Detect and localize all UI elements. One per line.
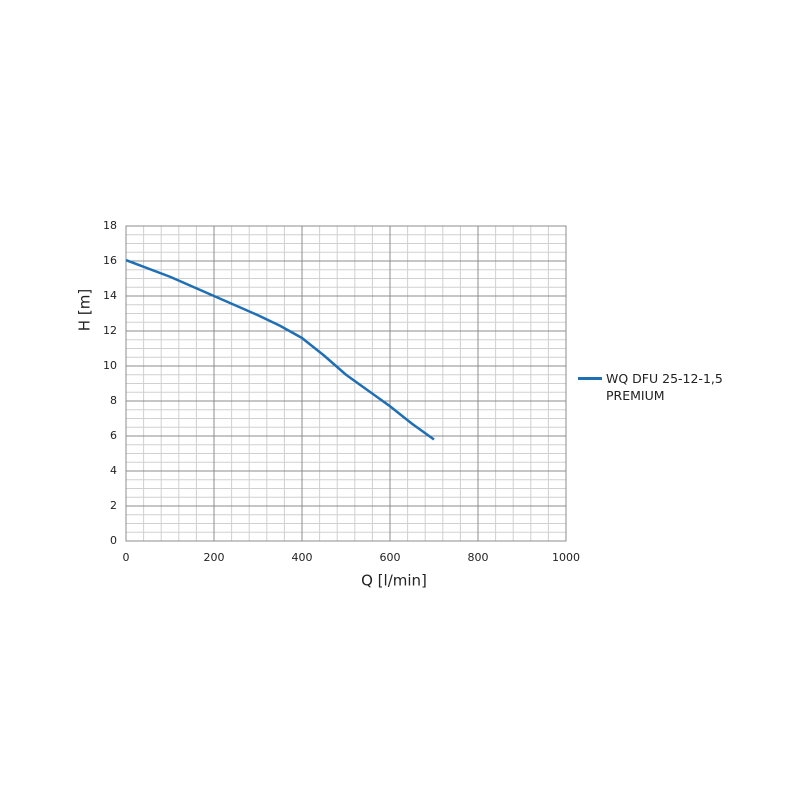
y-tick-label: 10 <box>103 359 117 372</box>
y-axis-title: H [m] <box>76 289 94 331</box>
legend-label: WQ DFU 25-12-1,5 PREMIUM <box>606 371 723 403</box>
x-tick-label: 1000 <box>552 551 580 564</box>
data-line <box>125 258 435 441</box>
x-tick-label: 0 <box>123 551 130 564</box>
legend: WQ DFU 25-12-1,5 PREMIUM <box>578 370 736 404</box>
y-tick-label: 12 <box>103 324 117 337</box>
y-tick-label: 18 <box>103 219 117 232</box>
x-tick-label: 400 <box>292 551 313 564</box>
x-axis-title: Q [l/min] <box>361 572 427 590</box>
x-tick-label: 200 <box>204 551 225 564</box>
y-tick-label: 14 <box>103 289 117 302</box>
y-tick-label: 8 <box>110 394 117 407</box>
y-tick-label: 16 <box>103 254 117 267</box>
x-tick-label: 600 <box>380 551 401 564</box>
plot-frame <box>125 225 567 542</box>
legend-swatch <box>578 377 602 380</box>
y-tick-label: 0 <box>110 534 117 547</box>
y-tick-label: 6 <box>110 429 117 442</box>
x-tick-label: 800 <box>468 551 489 564</box>
y-tick-label: 2 <box>110 499 117 512</box>
y-tick-label: 4 <box>110 464 117 477</box>
